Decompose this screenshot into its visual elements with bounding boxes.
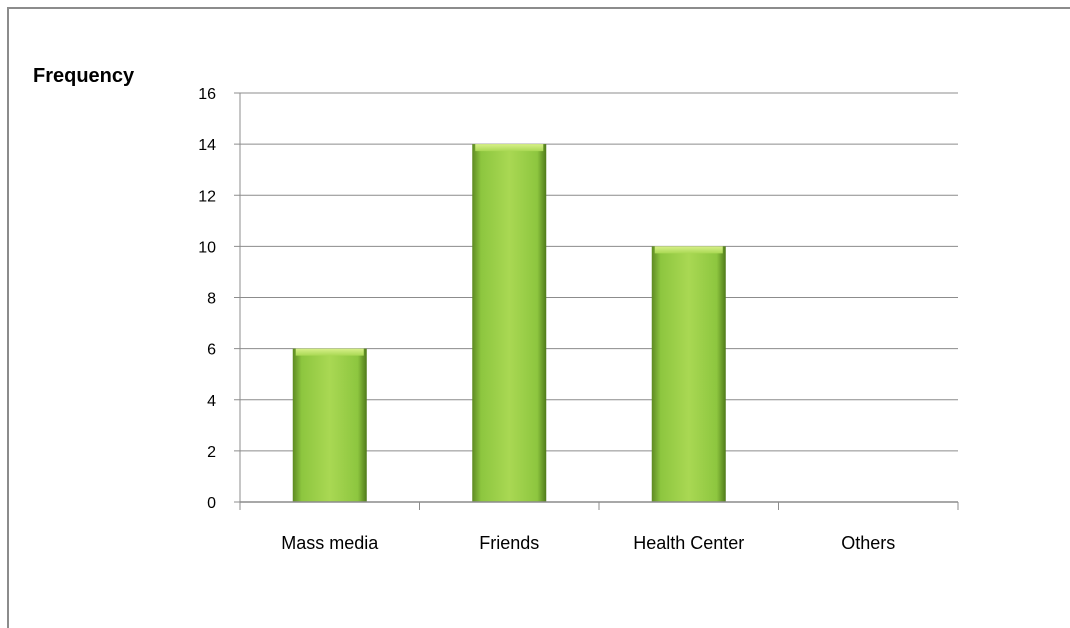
y-tick-label: 0 (207, 495, 216, 512)
bar-friends (472, 144, 547, 502)
bar-mass-media (292, 348, 367, 502)
y-tick-labels: 0 2 4 6 8 10 12 14 16 (198, 86, 216, 512)
bar-body (651, 246, 726, 502)
y-tick-label: 6 (207, 342, 216, 359)
y-tick-label: 8 (207, 291, 216, 308)
bar-health-center (651, 246, 726, 502)
chart-frame (7, 7, 1070, 628)
y-tick-label: 10 (198, 239, 216, 256)
bars (292, 144, 726, 502)
category-label: Health Center (633, 533, 744, 553)
y-tick-label: 14 (198, 137, 216, 154)
y-axis-label: Frequency (33, 65, 135, 87)
category-labels: Mass media Friends Health Center Others (281, 533, 895, 553)
y-tick-label: 16 (198, 86, 216, 103)
bar-highlight (295, 348, 364, 356)
category-label: Friends (479, 533, 539, 553)
y-tick-label: 2 (207, 444, 216, 461)
category-label: Mass media (281, 533, 379, 553)
category-label: Others (841, 533, 895, 553)
x-axis (239, 501, 959, 510)
bar-body (292, 348, 367, 502)
bar-highlight (654, 246, 723, 254)
bar-highlight (475, 144, 544, 152)
y-tick-label: 4 (207, 393, 216, 410)
bar-body (472, 144, 547, 502)
y-tick-label: 12 (198, 188, 216, 205)
